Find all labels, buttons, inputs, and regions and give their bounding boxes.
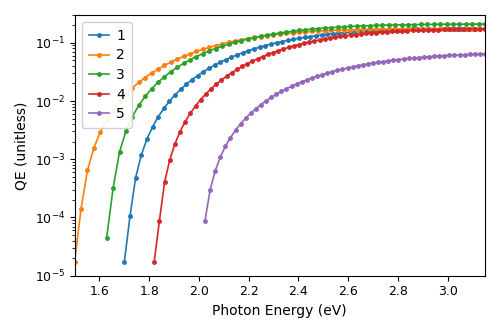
3 — [168, 70, 174, 74]
Line: 5: 5 — [204, 52, 487, 222]
Legend: 1, 2, 3, 4, 5: 1, 2, 3, 4, 5 — [82, 22, 132, 128]
Line: 2: 2 — [73, 27, 486, 263]
4 — [151, 260, 157, 264]
1 — [228, 55, 234, 59]
2 — [72, 260, 78, 264]
5 — [202, 219, 208, 223]
2 — [245, 37, 251, 41]
4 — [472, 27, 478, 31]
2 — [469, 27, 475, 31]
3 — [212, 47, 218, 51]
5 — [386, 59, 392, 63]
1 — [308, 35, 314, 39]
3 — [226, 42, 232, 46]
2 — [194, 50, 200, 54]
2 — [424, 27, 430, 31]
1 — [206, 66, 212, 70]
5 — [482, 52, 488, 56]
5 — [304, 78, 310, 82]
4 — [291, 44, 297, 48]
2 — [482, 27, 488, 31]
4 — [482, 27, 488, 31]
4 — [250, 59, 256, 63]
4 — [436, 28, 442, 32]
3 — [200, 52, 206, 56]
5 — [207, 188, 213, 192]
5 — [416, 56, 422, 60]
Line: 3: 3 — [105, 22, 486, 239]
1 — [122, 260, 128, 264]
Line: 4: 4 — [152, 27, 486, 263]
3 — [482, 22, 488, 26]
3 — [104, 236, 110, 240]
Y-axis label: QE (unitless): QE (unitless) — [15, 101, 29, 189]
2 — [283, 31, 289, 35]
X-axis label: Photon Energy (eV): Photon Energy (eV) — [212, 304, 347, 318]
5 — [375, 60, 381, 64]
5 — [360, 63, 366, 67]
3 — [232, 40, 238, 44]
1 — [470, 27, 476, 31]
2 — [168, 60, 174, 64]
1 — [274, 41, 280, 45]
3 — [341, 25, 347, 29]
4 — [228, 71, 234, 75]
1 — [482, 27, 488, 31]
1 — [432, 27, 438, 31]
Line: 1: 1 — [122, 27, 486, 263]
4 — [322, 37, 328, 41]
